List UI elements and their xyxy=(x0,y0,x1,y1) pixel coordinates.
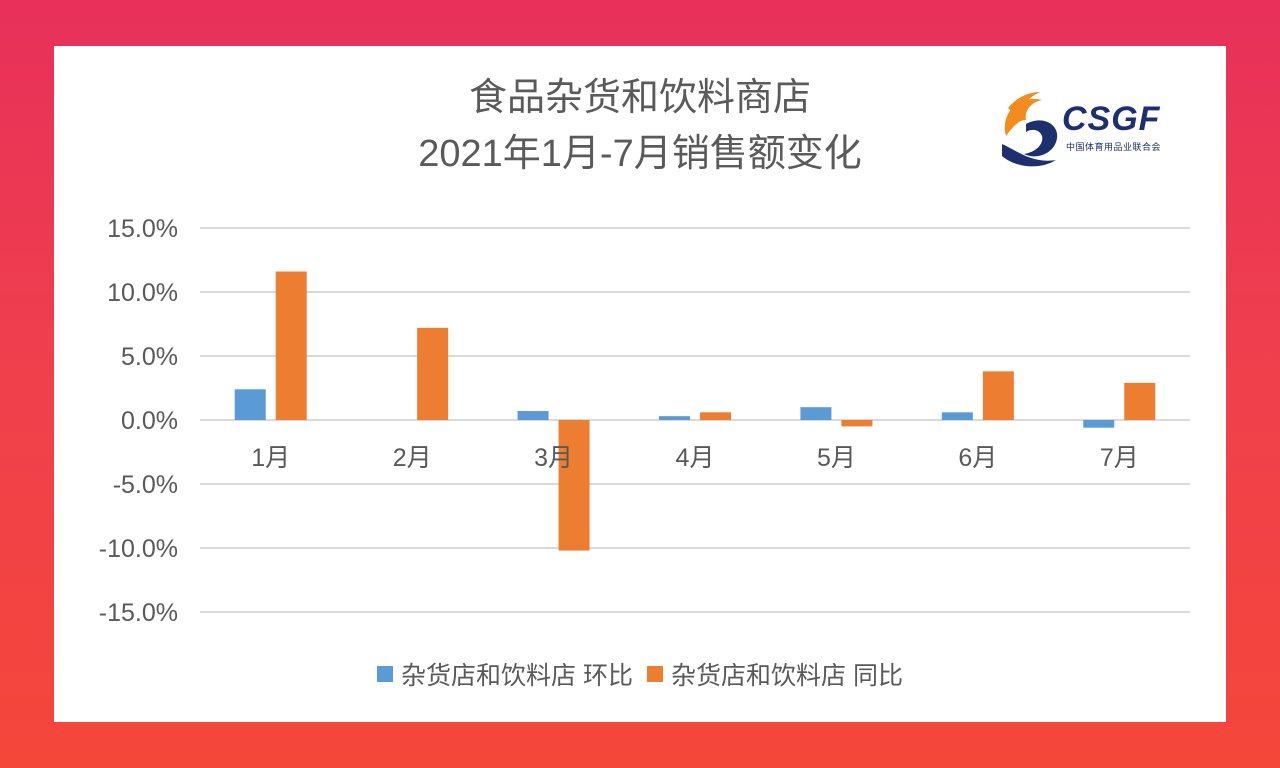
bar-mom xyxy=(1083,420,1115,428)
chart-title-line1: 食品杂货和饮料商店 xyxy=(468,77,811,119)
bar-mom xyxy=(234,389,266,420)
bar-yoy xyxy=(1124,382,1156,420)
x-tick-label: 3月 xyxy=(534,444,573,472)
bar-yoy xyxy=(417,327,449,420)
y-tick-label: -15.0% xyxy=(99,599,178,627)
bar-yoy xyxy=(558,420,590,551)
x-tick-label: 2月 xyxy=(393,444,432,472)
y-tick-label: 0.0% xyxy=(121,407,178,435)
chart-legend: 杂货店和饮料店 环比 杂货店和饮料店 同比 xyxy=(54,656,1226,692)
legend-swatch-mom xyxy=(377,666,394,682)
csgf-logo: CSGF 中国体育用品业联合会 xyxy=(996,84,1196,174)
csgf-emblem-icon xyxy=(1002,92,1058,167)
y-tick-label: 5.0% xyxy=(121,343,178,371)
chart-card: 食品杂货和饮料商店 2021年1月-7月销售额变化 CSGF 中国体育用品业联合… xyxy=(54,46,1226,722)
legend-label-yoy: 杂货店和饮料店 同比 xyxy=(671,662,903,690)
bar-chart: 15.0% 10.0% 5.0% 0.0% -5.0% -10.0% -15.0% 1月 2月 3… xyxy=(99,215,1190,627)
bar-yoy xyxy=(275,271,307,420)
y-tick-label: 10.0% xyxy=(107,279,178,307)
bar-mom xyxy=(941,412,973,420)
legend-label-mom: 杂货店和饮料店 环比 xyxy=(401,662,633,690)
x-tick-label: 6月 xyxy=(958,444,997,472)
bar-yoy xyxy=(982,371,1014,420)
y-tick-label: -5.0% xyxy=(113,471,178,499)
bar-mom xyxy=(517,411,549,420)
legend-item-mom: 杂货店和饮料店 环比 xyxy=(377,656,633,692)
bar-mom xyxy=(800,407,832,420)
legend-item-yoy: 杂货店和饮料店 同比 xyxy=(647,656,903,692)
bar-mom xyxy=(659,416,690,420)
logo-subtitle: 中国体育用品业联合会 xyxy=(1066,143,1162,153)
chart-title-line2: 2021年1月-7月销售额变化 xyxy=(418,133,862,175)
legend-swatch-yoy xyxy=(647,666,663,682)
x-tick-label: 1月 xyxy=(251,444,290,472)
x-tick-label: 7月 xyxy=(1100,444,1139,472)
y-tick-label: -10.0% xyxy=(99,535,178,563)
y-tick-label: 15.0% xyxy=(107,215,178,243)
x-tick-label: 4月 xyxy=(676,444,715,472)
bar-yoy xyxy=(841,420,873,427)
bar-yoy xyxy=(700,412,731,420)
logo-wordmark: CSGF xyxy=(1062,100,1161,138)
x-tick-label: 5月 xyxy=(817,444,856,472)
